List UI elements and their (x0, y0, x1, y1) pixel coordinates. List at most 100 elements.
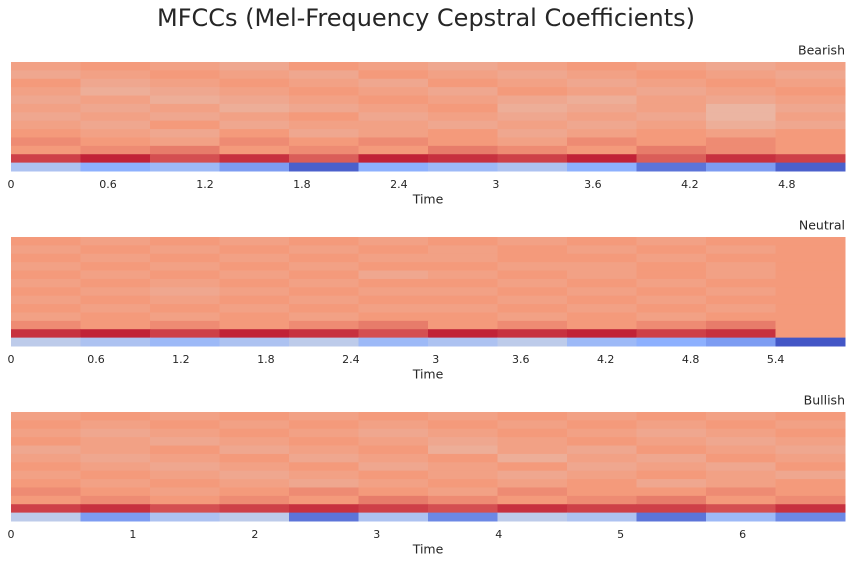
heatmap-cell (289, 312, 359, 322)
heatmap-cell (706, 295, 776, 305)
heatmap-cell (497, 237, 568, 246)
heatmap-cell (706, 428, 776, 438)
heatmap-cell (567, 320, 637, 330)
heatmap-cell (497, 487, 568, 497)
heatmap-cell (775, 470, 846, 480)
heatmap-cell (567, 487, 637, 497)
heatmap-cell (428, 437, 498, 447)
heatmap-cell (636, 120, 707, 130)
heatmap-cell (567, 103, 637, 113)
heatmap-cell (636, 278, 707, 288)
heatmap-cell (567, 262, 637, 272)
heatmap-cell (219, 479, 290, 488)
heatmap-cell (497, 479, 568, 488)
heatmap-cell (428, 329, 498, 339)
heatmap-cell (150, 295, 220, 305)
heatmap-cell (706, 270, 776, 280)
heatmap-cell (497, 154, 568, 164)
heatmap-cell (428, 470, 498, 480)
heatmap-cell (150, 462, 220, 472)
heatmap-cell (289, 462, 359, 472)
heatmap-cell (289, 62, 359, 71)
heatmap-cell (567, 62, 637, 71)
heatmap-cell (358, 453, 429, 463)
heatmap-cell (428, 453, 498, 463)
heatmap-cell (706, 237, 776, 246)
heatmap-cell (219, 278, 290, 288)
heatmap-cell (428, 412, 498, 421)
heatmap-cell (428, 262, 498, 272)
heatmap-cell (358, 445, 429, 455)
heatmap-cell (150, 304, 220, 313)
heatmap-cell (289, 412, 359, 421)
heatmap-cell (219, 470, 290, 480)
heatmap-cell (219, 320, 290, 330)
heatmap-cell (706, 162, 776, 172)
heatmap-cell (706, 420, 776, 430)
heatmap-cell (219, 154, 290, 164)
heatmap-cell (150, 470, 220, 480)
heatmap-cell (11, 504, 81, 514)
x-tick-label: 3.6 (584, 178, 602, 191)
heatmap-cell (706, 278, 776, 288)
heatmap-cell (219, 337, 290, 347)
heatmap-cell (497, 112, 568, 122)
heatmap-cell (497, 120, 568, 130)
heatmap-cell (289, 78, 359, 88)
heatmap-cell (150, 154, 220, 164)
heatmap-cell (706, 120, 776, 130)
heatmap-cell (497, 262, 568, 272)
heatmap-cell (636, 78, 707, 88)
heatmap-cell (80, 253, 151, 263)
heatmap-cell (289, 487, 359, 497)
heatmap-cell (80, 495, 151, 505)
x-tick-label: 4.8 (682, 353, 700, 366)
heatmap-cell (428, 428, 498, 438)
x-tick-label: 2 (251, 528, 258, 541)
x-tick-label: 1.8 (257, 353, 275, 366)
heatmap-cell (775, 262, 846, 272)
heatmap-cell (219, 245, 290, 255)
heatmap-cell (80, 337, 151, 347)
heatmap-cell (358, 70, 429, 80)
heatmap-cell (358, 129, 429, 138)
heatmap-cell (567, 253, 637, 263)
heatmap-cell (358, 103, 429, 113)
heatmap-cell (428, 162, 498, 172)
heatmap-cell (428, 420, 498, 430)
heatmap-cell (80, 304, 151, 313)
heatmap-cell (636, 495, 707, 505)
heatmap-cell (567, 337, 637, 347)
heatmap-cell (636, 62, 707, 71)
heatmap-cell (706, 78, 776, 88)
heatmap-cell (11, 154, 81, 164)
heatmap-cell (150, 428, 220, 438)
heatmap-cell (706, 129, 776, 138)
heatmap-cell (219, 437, 290, 447)
heatmap-cell (219, 95, 290, 105)
x-tick-label: 1.8 (293, 178, 311, 191)
heatmap-cell (775, 137, 846, 147)
heatmap-cell (497, 137, 568, 147)
heatmap-cell (289, 504, 359, 514)
heatmap-cell (775, 95, 846, 105)
heatmap-cell (636, 270, 707, 280)
heatmap-cell (775, 270, 846, 280)
heatmap-cell (150, 495, 220, 505)
heatmap-cell (289, 112, 359, 122)
heatmap-cell (150, 145, 220, 155)
heatmap-cell (428, 87, 498, 97)
heatmap-cell (219, 78, 290, 88)
heatmap-cell (150, 120, 220, 130)
heatmap-cell (567, 462, 637, 472)
heatmap-cell (567, 512, 637, 522)
heatmap-cell (80, 62, 151, 71)
heatmap-cell (219, 504, 290, 514)
heatmap-cell (80, 95, 151, 105)
heatmap-cell (358, 95, 429, 105)
heatmap-cell (567, 237, 637, 246)
heatmap-cell (80, 120, 151, 130)
heatmap-cell (150, 453, 220, 463)
heatmap-cell (706, 453, 776, 463)
heatmap-cell (567, 95, 637, 105)
